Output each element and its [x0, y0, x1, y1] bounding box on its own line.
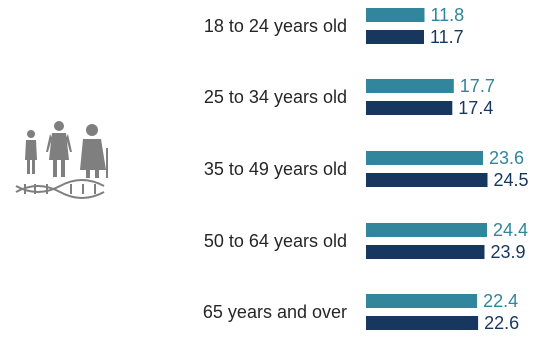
data-label: 22.4 [483, 291, 518, 311]
category-label: 25 to 34 years old [204, 87, 347, 107]
data-label: 22.6 [484, 313, 519, 333]
category-label: 65 years and over [203, 302, 347, 322]
data-label: 11.8 [431, 5, 465, 25]
bar-series-2 [366, 30, 424, 44]
bar-series-1 [366, 8, 425, 22]
family-dna-icon [15, 121, 108, 199]
data-label: 17.4 [458, 98, 493, 118]
data-label: 24.5 [494, 170, 529, 190]
data-label: 23.9 [491, 242, 526, 262]
bar-series-2 [366, 316, 479, 330]
bar-series-1 [366, 294, 478, 308]
category-label: 18 to 24 years old [204, 16, 347, 36]
category-label: 35 to 49 years old [204, 159, 347, 179]
category-label: 50 to 64 years old [204, 231, 347, 251]
data-label: 17.7 [460, 76, 495, 96]
data-label: 24.4 [493, 220, 528, 240]
data-label: 23.6 [489, 148, 524, 168]
bar-series-1 [366, 79, 454, 93]
bar-series-1 [366, 223, 487, 237]
bar-series-2 [366, 173, 488, 187]
bar-series-1 [366, 151, 483, 165]
data-label: 11.7 [430, 27, 464, 47]
bar-series-2 [366, 101, 453, 115]
bar-series-2 [366, 245, 485, 259]
